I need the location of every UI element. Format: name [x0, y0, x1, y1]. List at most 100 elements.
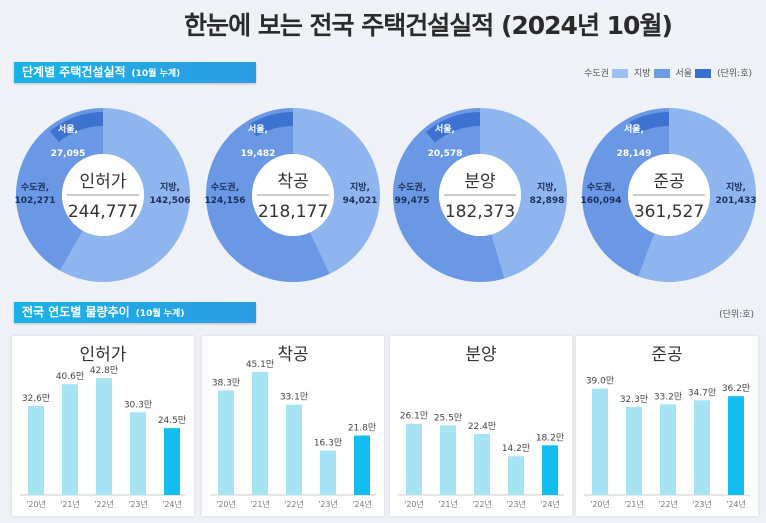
bar-label: 36.2만: [722, 383, 750, 394]
x-tick: '23년: [128, 499, 148, 509]
label-seoul: 서울,: [248, 123, 268, 135]
bar: [508, 456, 524, 495]
bar: [28, 406, 44, 495]
label-jibang: 지방,: [537, 181, 557, 193]
slice-jibang: [480, 108, 568, 279]
bar-chart-title: 인허가: [80, 345, 127, 365]
x-tick: '22년: [472, 499, 492, 509]
x-tick: '24년: [726, 499, 746, 509]
bar: [406, 423, 422, 495]
label-seoul: 서울,: [435, 123, 455, 135]
bar-label: 22.4만: [468, 421, 496, 432]
slice-jibang: [60, 108, 190, 282]
value-sudo: 160,094: [581, 196, 622, 206]
legend-item: 서울: [676, 66, 712, 79]
label-sudo: 수도권,: [587, 181, 615, 193]
value-seoul: 19,482: [241, 149, 276, 159]
bar-panel-인허가: 인허가 32.6만 '20년 40.6만 '21년 42.8만 '22년 30.3만 '23년 2…: [12, 336, 194, 516]
bar-label: 33.2만: [654, 391, 682, 402]
donut-title: 분양: [464, 172, 495, 192]
value-jibang: 94,021: [343, 196, 378, 206]
bar: [728, 396, 744, 495]
bar-label: 24.5만: [158, 415, 186, 426]
bar-panel-착공: 착공 38.3만 '20년 45.1만 '21년 33.1만 '22년 16.3만 '23년 21…: [202, 336, 384, 516]
bar-panel-준공: 준공 39.0만 '20년 32.3만 '21년 33.2만 '22년 34.7만 '23년 36…: [576, 336, 758, 516]
section-label: 단계별 주택건설실적: [22, 65, 126, 79]
donut-total: 244,777: [68, 202, 138, 222]
legend-item: 지방: [634, 66, 670, 79]
bar-chart-title: 분양: [465, 345, 496, 365]
bar: [286, 404, 302, 495]
bar: [164, 428, 180, 495]
bar: [542, 445, 558, 495]
bar-label: 14.2만: [502, 443, 530, 454]
label-sudo: 수도권,: [21, 181, 49, 193]
label-jibang: 지방,: [726, 181, 746, 193]
x-tick: '20년: [26, 499, 46, 509]
section-header-trend: 전국 연도별 물량추이 (10월 누계): [14, 302, 256, 323]
donut-인허가: 인허가 244,777 지방, 142,506 수도권, 102,271 서울, 27,095: [15, 108, 191, 282]
x-tick: '24년: [352, 499, 372, 509]
bar-label: 16.3만: [314, 438, 342, 449]
value-jibang: 142,506: [150, 196, 191, 206]
donut-title: 인허가: [80, 172, 127, 192]
donut-착공: 착공 218,177 지방, 94,021 수도권, 124,156 서울, 19,482: [205, 108, 381, 282]
label-sudo: 수도권,: [398, 181, 426, 193]
bar-chart-title: 착공: [277, 345, 308, 365]
bar-label: 40.6만: [56, 371, 84, 382]
unit-label: (단위:호): [717, 69, 752, 79]
unit-label: (단위:호): [719, 310, 754, 320]
donut-total: 361,527: [634, 202, 704, 222]
bar: [218, 390, 234, 495]
section-sub: (10월 누계): [135, 309, 185, 319]
bar: [62, 384, 78, 495]
bar-label: 45.1만: [246, 359, 274, 370]
bar: [626, 406, 642, 495]
slice-seoul: [425, 112, 480, 143]
bar: [354, 435, 370, 495]
bar-label: 34.7만: [688, 387, 716, 398]
x-tick: '22년: [284, 499, 304, 509]
slice-jibang: [638, 108, 756, 282]
section-sub: (10월 누계): [131, 69, 181, 79]
donut-title: 착공: [277, 172, 308, 192]
x-tick: '23년: [506, 499, 526, 509]
value-sudo: 102,271: [15, 196, 56, 206]
x-tick: '21년: [624, 499, 644, 509]
bar-label: 42.8만: [90, 365, 118, 376]
bar: [320, 450, 336, 495]
bar: [440, 425, 456, 495]
x-tick: '22년: [94, 499, 114, 509]
bar: [252, 371, 268, 495]
donut-total: 218,177: [258, 202, 328, 222]
slice-jibang: [293, 108, 381, 274]
bar-label: 18.2만: [536, 432, 564, 443]
x-tick: '20년: [216, 499, 236, 509]
section-header-stage: 단계별 주택건설실적 (10월 누계): [14, 62, 256, 83]
bar-label: 26.1만: [400, 411, 428, 422]
bar-label: 32.3만: [620, 394, 648, 405]
label-sudo: 수도권,: [211, 181, 239, 193]
bar-label: 32.6만: [22, 393, 50, 404]
bar-label: 30.3만: [124, 399, 152, 410]
value-jibang: 82,898: [530, 196, 565, 206]
value-seoul: 20,578: [428, 149, 463, 159]
slice-sudo: [393, 108, 505, 282]
x-tick: '22년: [658, 499, 678, 509]
bar: [130, 412, 146, 495]
bar: [474, 433, 490, 495]
x-tick: '24년: [540, 499, 560, 509]
donut-준공: 준공 361,527 지방, 201,433 수도권, 160,094 서울, 28,149: [581, 108, 757, 282]
page-title: 한눈에 보는 전국 주택건설실적 (2024년 10월): [184, 11, 673, 40]
value-sudo: 99,475: [395, 196, 430, 206]
label-seoul: 서울,: [58, 123, 78, 135]
bar: [592, 388, 608, 495]
bar: [660, 404, 676, 495]
donut-title: 준공: [653, 172, 684, 192]
label-jibang: 지방,: [350, 181, 370, 193]
value-jibang: 201,433: [716, 196, 757, 206]
slice-sudo: [582, 108, 669, 277]
x-tick: '23년: [692, 499, 712, 509]
label-jibang: 지방,: [160, 181, 180, 193]
bar-label: 33.1만: [280, 392, 308, 403]
